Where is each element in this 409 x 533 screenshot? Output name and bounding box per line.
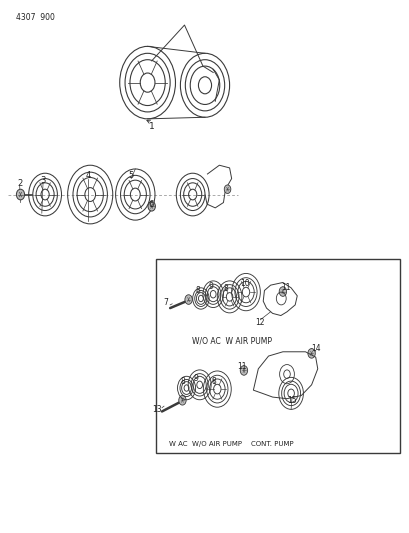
- Text: 10: 10: [239, 279, 249, 288]
- Circle shape: [224, 185, 230, 193]
- Text: 1: 1: [148, 123, 154, 131]
- Text: 9: 9: [208, 282, 213, 291]
- Text: 13: 13: [152, 405, 162, 414]
- Text: 8: 8: [180, 377, 184, 385]
- Text: 9: 9: [193, 374, 198, 383]
- Text: 12: 12: [255, 318, 265, 327]
- Bar: [155, 259, 399, 453]
- Text: W AC  W/O AIR PUMP    CONT. PUMP: W AC W/O AIR PUMP CONT. PUMP: [169, 441, 293, 447]
- Text: 2: 2: [17, 179, 22, 188]
- Text: W/O AC  W AIR PUMP: W/O AC W AIR PUMP: [191, 337, 271, 345]
- Circle shape: [148, 201, 155, 211]
- Circle shape: [178, 395, 186, 405]
- Circle shape: [16, 189, 25, 200]
- Circle shape: [240, 366, 247, 375]
- Text: 8: 8: [211, 377, 216, 386]
- Text: 5: 5: [128, 172, 133, 180]
- Text: 11: 11: [280, 283, 290, 292]
- Circle shape: [184, 295, 192, 304]
- Text: 7: 7: [163, 298, 168, 306]
- Text: 8: 8: [223, 284, 228, 293]
- Text: 3: 3: [40, 176, 46, 184]
- Text: 14: 14: [310, 344, 320, 353]
- Text: 4: 4: [85, 172, 90, 180]
- Text: 4307  900: 4307 900: [16, 13, 55, 22]
- Text: 6: 6: [148, 200, 153, 209]
- Circle shape: [279, 287, 286, 296]
- Text: 11: 11: [236, 362, 246, 370]
- Text: 15: 15: [286, 397, 296, 405]
- Circle shape: [307, 349, 315, 358]
- Text: 8: 8: [195, 286, 200, 295]
